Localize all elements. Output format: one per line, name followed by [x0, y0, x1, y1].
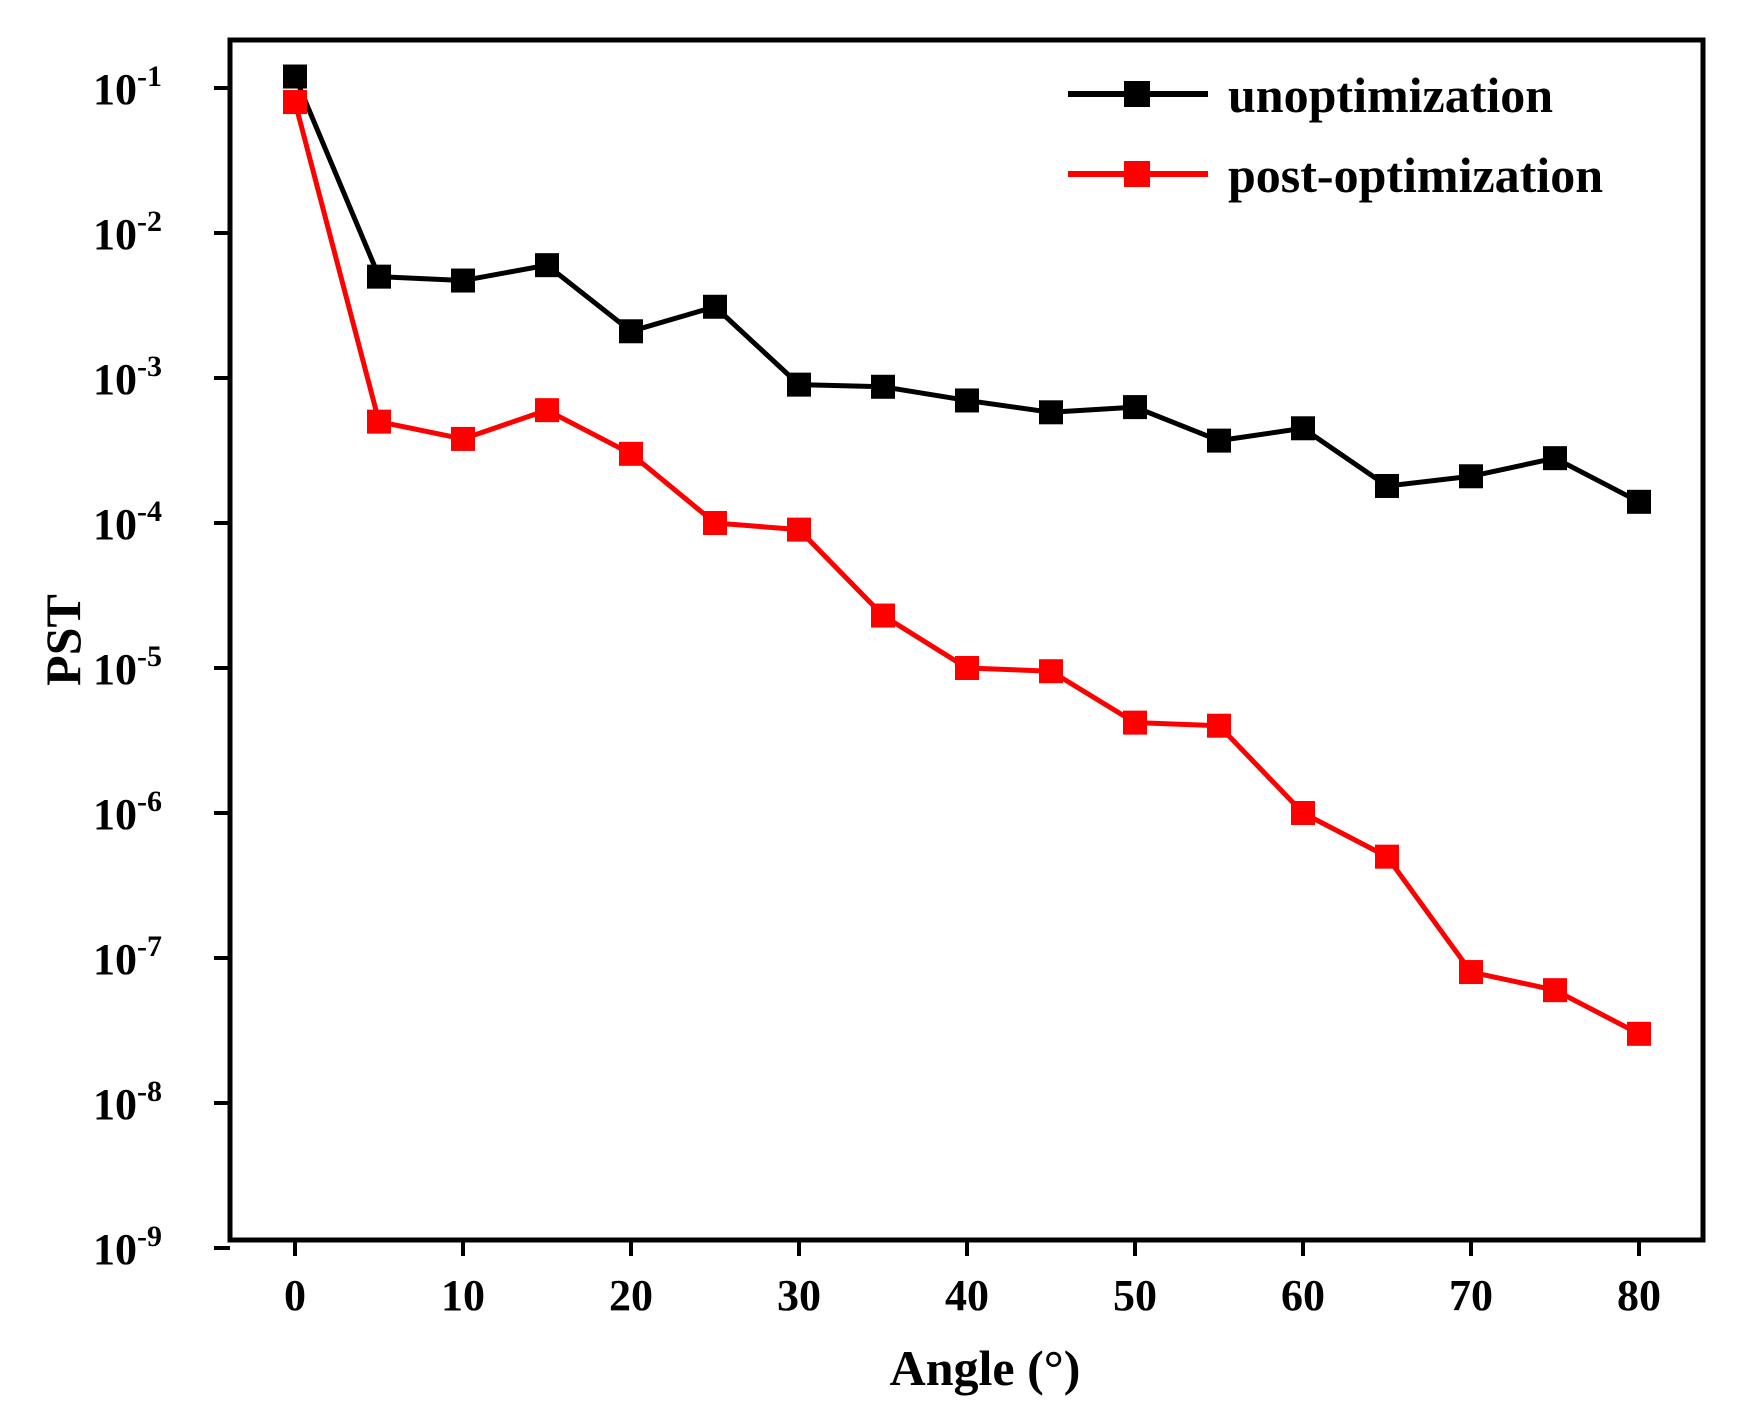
- y-tick-base: 10: [93, 1080, 137, 1129]
- x-tick-label-30: 30: [777, 1271, 821, 1320]
- y-tick-label-2: 10-3: [93, 350, 162, 404]
- y-tick-base: 10: [93, 645, 137, 694]
- data-point-post-optimization-40: [955, 656, 979, 680]
- legend: unoptimization post-optimization: [1068, 67, 1603, 203]
- x-tick-label-80: 80: [1617, 1271, 1661, 1320]
- y-axis: 10-110-210-310-410-510-610-710-810-9: [93, 60, 230, 1274]
- y-tick-exponent: -4: [137, 495, 162, 528]
- x-tick-label-0: 0: [284, 1271, 306, 1320]
- series-layer: [283, 64, 1651, 1046]
- data-point-unoptimization-65: [1375, 473, 1399, 498]
- data-point-post-optimization-30: [787, 517, 811, 542]
- y-axis-label: PST: [35, 594, 91, 686]
- y-tick-exponent: -7: [137, 930, 162, 963]
- data-point-unoptimization-20: [619, 319, 643, 344]
- y-tick-base: 10: [93, 355, 137, 404]
- data-point-unoptimization-30: [787, 372, 811, 397]
- data-point-post-optimization-15: [535, 398, 559, 423]
- data-point-post-optimization-70: [1459, 960, 1483, 985]
- x-tick-label-50: 50: [1113, 1271, 1157, 1320]
- data-point-post-optimization-20: [619, 441, 643, 466]
- data-point-post-optimization-60: [1291, 801, 1315, 825]
- y-tick-label-7: 10-8: [93, 1075, 162, 1129]
- data-point-unoptimization-70: [1459, 464, 1483, 489]
- data-point-unoptimization-50: [1123, 395, 1147, 420]
- y-tick-exponent: -8: [137, 1075, 162, 1108]
- data-point-post-optimization-0: [283, 90, 307, 115]
- data-point-unoptimization-0: [283, 64, 307, 89]
- data-point-post-optimization-55: [1207, 713, 1231, 738]
- y-tick-exponent: -3: [137, 350, 162, 383]
- data-point-unoptimization-45: [1039, 400, 1063, 425]
- data-point-unoptimization-60: [1291, 416, 1315, 441]
- data-point-unoptimization-15: [535, 253, 559, 278]
- y-tick-label-8: 10-9: [93, 1220, 162, 1274]
- x-tick-label-20: 20: [609, 1271, 653, 1320]
- data-point-unoptimization-55: [1207, 428, 1231, 453]
- x-axis: 0 10 20 30 40 50 60 70 80: [284, 1240, 1661, 1320]
- y-tick-exponent: -5: [137, 640, 162, 673]
- x-tick-label-40: 40: [945, 1271, 989, 1320]
- data-point-post-optimization-75: [1543, 978, 1567, 1003]
- series-line-post-optimization: [292, 101, 1641, 1037]
- data-point-post-optimization-5: [367, 409, 391, 434]
- y-tick-exponent: -6: [137, 785, 162, 818]
- plot-area-frame: [227, 37, 1706, 1243]
- legend-label-unoptimization: unoptimization: [1228, 67, 1553, 123]
- data-point-post-optimization-10: [451, 426, 475, 451]
- x-tick-label-60: 60: [1281, 1271, 1325, 1320]
- data-point-post-optimization-80: [1627, 1021, 1651, 1046]
- legend-marker-post-optimization: [1124, 161, 1150, 187]
- x-axis-label: Angle (°): [890, 1340, 1081, 1396]
- y-tick-base: 10: [93, 935, 137, 984]
- y-tick-label-6: 10-7: [93, 930, 162, 984]
- data-point-post-optimization-35: [871, 603, 895, 628]
- data-point-unoptimization-25: [703, 294, 727, 319]
- y-tick-label-0: 10-1: [93, 60, 162, 114]
- y-tick-base: 10: [93, 500, 137, 549]
- data-point-unoptimization-40: [955, 388, 979, 413]
- legend-label-post-optimization: post-optimization: [1228, 147, 1603, 203]
- y-tick-label-5: 10-6: [93, 785, 162, 839]
- data-point-post-optimization-45: [1039, 659, 1063, 684]
- data-point-post-optimization-25: [703, 511, 727, 535]
- y-tick-exponent: -1: [137, 60, 162, 93]
- data-point-unoptimization-10: [451, 268, 475, 293]
- y-tick-base: 10: [93, 210, 137, 259]
- y-tick-label-3: 10-4: [93, 495, 162, 549]
- y-tick-base: 10: [93, 1225, 137, 1274]
- y-tick-exponent: -9: [137, 1220, 162, 1253]
- x-tick-label-10: 10: [441, 1271, 485, 1320]
- y-tick-label-1: 10-2: [93, 205, 162, 259]
- legend-marker-unoptimization: [1124, 81, 1150, 107]
- data-point-post-optimization-50: [1123, 710, 1147, 735]
- y-tick-label-4: 10-5: [93, 640, 162, 694]
- data-point-unoptimization-80: [1627, 489, 1651, 514]
- y-tick-exponent: -2: [137, 205, 162, 238]
- data-point-unoptimization-75: [1543, 446, 1567, 471]
- data-point-unoptimization-35: [871, 374, 895, 399]
- series-line-unoptimization: [292, 75, 1641, 505]
- x-tick-label-70: 70: [1449, 1271, 1493, 1320]
- y-tick-base: 10: [93, 790, 137, 839]
- data-point-post-optimization-65: [1375, 844, 1399, 869]
- data-point-unoptimization-5: [367, 264, 391, 289]
- y-tick-base: 10: [93, 65, 137, 114]
